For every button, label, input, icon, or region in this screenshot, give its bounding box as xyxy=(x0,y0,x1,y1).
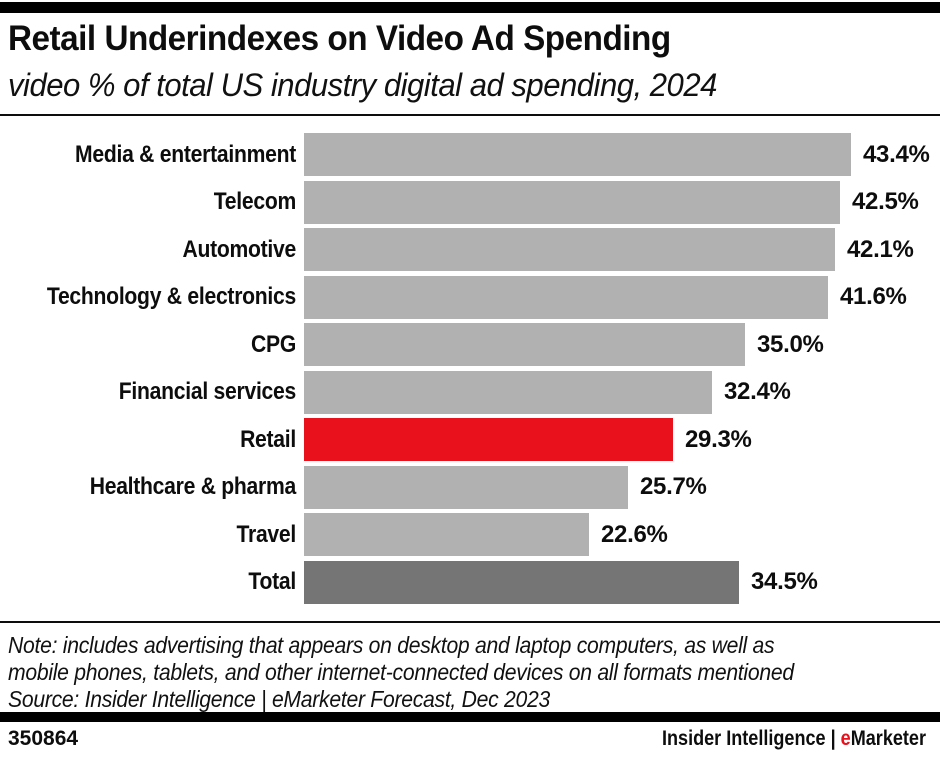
value-label: 29.3% xyxy=(685,425,752,453)
category-label: Media & entertainment xyxy=(75,140,296,168)
chart-row: Healthcare & pharma 25.7% xyxy=(0,464,940,512)
bar xyxy=(304,465,628,509)
value-label: 42.5% xyxy=(852,188,919,216)
bar xyxy=(304,560,739,604)
chart-row: Media & entertainment 43.4% xyxy=(0,131,940,179)
bottom-black-band xyxy=(0,712,940,722)
category-label: Technology & electronics xyxy=(46,283,296,311)
header-divider xyxy=(0,114,940,116)
chart-row: Automotive 42.1% xyxy=(0,226,940,274)
bar xyxy=(304,133,851,177)
note-line-2: mobile phones, tablets, and other intern… xyxy=(8,659,794,685)
brand-prefix: Insider Intelligence | xyxy=(661,727,841,750)
chart-row: CPG 35.0% xyxy=(0,321,940,369)
top-black-band xyxy=(0,2,940,13)
value-label: 43.4% xyxy=(863,140,930,168)
brand-logo: Insider Intelligence | eMarketer xyxy=(662,726,926,752)
value-label: 41.6% xyxy=(840,283,907,311)
chart-row: Telecom 42.5% xyxy=(0,179,940,227)
bar xyxy=(304,418,673,462)
bar xyxy=(304,180,840,224)
category-label: Total xyxy=(248,568,296,596)
note-line-1: Note: includes advertising that appears … xyxy=(8,632,775,658)
category-label: Retail xyxy=(240,425,296,453)
chart-row: Financial services 32.4% xyxy=(0,369,940,417)
value-label: 35.0% xyxy=(757,330,824,358)
category-label: Automotive xyxy=(182,235,296,263)
brand-rest: Marketer xyxy=(850,727,926,750)
bar-chart: Media & entertainment 43.4% Telecom 42.5% Au… xyxy=(0,131,940,606)
value-label: 42.1% xyxy=(847,235,914,263)
value-label: 22.6% xyxy=(601,520,668,548)
bar xyxy=(304,370,712,414)
bar xyxy=(304,323,745,367)
chart-subtitle: video % of total US industry digital ad … xyxy=(8,67,717,103)
chart-row: Retail 29.3% xyxy=(0,416,940,464)
footnote: Note: includes advertising that appears … xyxy=(8,632,794,713)
chart-row: Travel 22.6% xyxy=(0,511,940,559)
category-label: Travel xyxy=(236,520,297,548)
category-label: Telecom xyxy=(213,188,297,216)
chart-title: Retail Underindexes on Video Ad Spending xyxy=(8,19,671,58)
category-label: Financial services xyxy=(118,378,296,406)
bar xyxy=(304,513,589,557)
value-label: 25.7% xyxy=(640,473,707,501)
category-label: Healthcare & pharma xyxy=(89,473,297,501)
bar xyxy=(304,228,835,272)
value-label: 34.5% xyxy=(751,568,818,596)
chart-row: Technology & electronics 41.6% xyxy=(0,274,940,322)
chart-id: 350864 xyxy=(8,727,79,750)
brand-e-letter: e xyxy=(840,727,851,750)
chart-row: Total 34.5% xyxy=(0,559,940,607)
category-label: CPG xyxy=(251,330,296,358)
footnote-divider xyxy=(0,621,940,623)
value-label: 32.4% xyxy=(724,378,791,406)
bar xyxy=(304,275,828,319)
source-line: Source: Insider Intelligence | eMarketer… xyxy=(8,686,551,712)
